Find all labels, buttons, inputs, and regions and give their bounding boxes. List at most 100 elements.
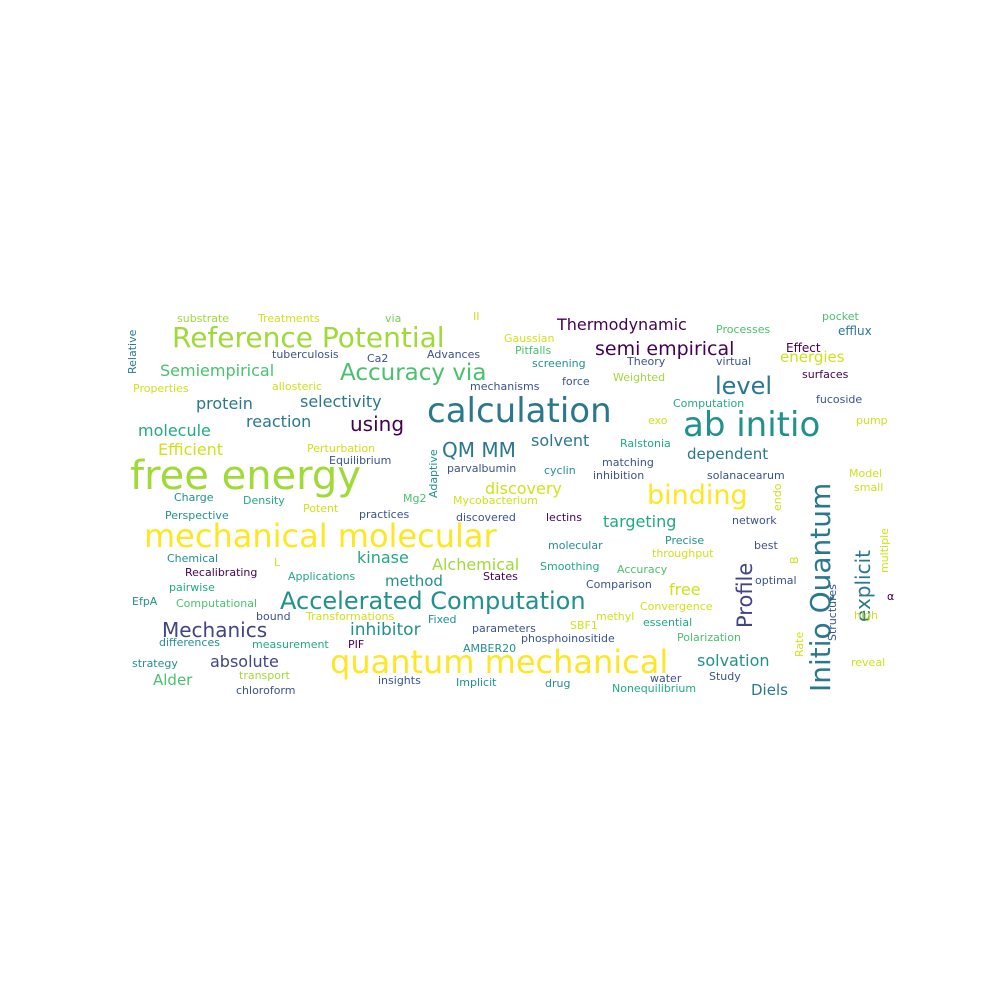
word-70: cyclin: [544, 464, 576, 477]
word-24: reaction: [246, 412, 312, 431]
word-14: semi empirical: [595, 338, 735, 360]
word-130: reveal: [851, 656, 886, 669]
word-121: Rate: [793, 631, 806, 657]
word-104: Computational: [176, 597, 258, 610]
word-48: tuberculosis: [272, 348, 339, 361]
word-53: virtual: [716, 355, 752, 368]
word-77: Charge: [174, 491, 214, 504]
word-21: Alchemical: [432, 555, 520, 574]
word-111: essential: [643, 616, 693, 629]
word-5: Reference Potential: [172, 321, 445, 354]
word-38: substrate: [177, 312, 230, 325]
word-101: Comparison: [586, 578, 652, 591]
word-39: Treatments: [258, 312, 320, 325]
word-97: Smoothing: [540, 560, 600, 573]
word-114: high: [854, 609, 878, 622]
word-71: matching: [602, 456, 654, 469]
word-79: Mg2: [403, 492, 427, 505]
word-55: surfaces: [802, 368, 849, 381]
word-125: insights: [378, 674, 421, 687]
word-6: Accelerated Computation: [280, 587, 586, 615]
word-57: allosteric: [272, 380, 323, 393]
word-98: Accuracy: [617, 563, 668, 576]
word-49: Ca2: [367, 352, 389, 365]
word-99: States: [483, 570, 518, 583]
word-74: Model: [849, 467, 883, 480]
word-10: Profile: [733, 562, 757, 628]
word-58: mechanisms: [470, 380, 540, 393]
word-107: Fixed: [428, 613, 457, 626]
word-120: Polarization: [677, 631, 741, 644]
word-23: absolute: [210, 652, 279, 671]
word-127: drug: [545, 677, 571, 690]
word-105: bound: [256, 610, 291, 623]
word-63: exo: [648, 414, 668, 427]
word-27: molecule: [138, 421, 211, 440]
word-34: method: [385, 572, 443, 590]
word-90: Chemical: [167, 552, 219, 565]
word-32: dependent: [687, 445, 769, 463]
word-1: mechanical molecular: [144, 517, 497, 555]
word-44: efflux: [838, 324, 872, 338]
word-25: protein: [196, 394, 253, 413]
word-131: chloroform: [236, 684, 296, 697]
word-88: best: [754, 539, 778, 552]
word-40: via: [385, 312, 402, 325]
word-51: screening: [532, 357, 586, 370]
word-26: selectivity: [300, 392, 382, 411]
word-83: practices: [359, 508, 410, 521]
word-0: free energy: [130, 453, 361, 499]
word-100: pairwise: [169, 581, 215, 594]
word-66: Perturbation: [307, 442, 376, 455]
word-119: phosphoinositide: [521, 632, 615, 645]
word-102: optimal: [755, 574, 797, 587]
word-36: Alder: [153, 671, 193, 689]
word-22: solvation: [697, 651, 770, 670]
word-4: ab initio: [683, 405, 821, 445]
word-59: force: [562, 375, 590, 388]
word-31: energies: [780, 348, 845, 366]
word-108: SBF1: [570, 619, 598, 632]
word-18: Semiempirical: [160, 361, 275, 380]
word-118: PIF: [348, 638, 365, 651]
word-116: differences: [159, 636, 220, 649]
word-95: Recalibrating: [185, 566, 258, 579]
word-110: Convergence: [640, 600, 713, 613]
word-11: level: [715, 372, 773, 400]
word-91: molecular: [548, 539, 603, 552]
word-64: pump: [856, 414, 888, 427]
word-8: Accuracy via: [340, 360, 487, 386]
word-126: Implicit: [456, 676, 497, 689]
word-109: methyl: [596, 610, 635, 623]
word-113: α: [887, 590, 895, 603]
word-2: quantum mechanical: [330, 643, 669, 681]
word-52: Theory: [627, 355, 666, 368]
word-47: Pitfalls: [515, 344, 552, 357]
word-73: solanacearum: [707, 469, 785, 482]
word-15: using: [350, 412, 405, 436]
word-62: fucoside: [816, 393, 863, 406]
word-103: EfpA: [132, 595, 158, 608]
word-67: Equilibrium: [329, 454, 392, 467]
word-30: Efficient: [158, 440, 224, 459]
word-20: kinase: [357, 548, 409, 567]
word-86: network: [732, 514, 777, 527]
word-94: L: [274, 556, 281, 569]
word-87: Precise: [665, 534, 705, 547]
word-129: Study: [709, 670, 741, 683]
word-112: Structures: [826, 584, 839, 641]
word-19: inhibitor: [350, 620, 421, 640]
word-75: small: [854, 481, 884, 494]
word-80: Mycobacterium: [453, 494, 538, 507]
word-72: inhibition: [593, 469, 645, 482]
word-81: Perspective: [165, 509, 229, 522]
word-85: lectins: [546, 511, 582, 524]
word-82: Potent: [303, 502, 339, 515]
word-28: solvent: [531, 431, 590, 450]
word-33: discovery: [485, 479, 562, 498]
word-60: Weighted: [613, 371, 666, 384]
word-12: Mechanics: [162, 618, 268, 642]
word-84: discovered: [456, 511, 516, 524]
word-3: calculation: [427, 391, 612, 431]
